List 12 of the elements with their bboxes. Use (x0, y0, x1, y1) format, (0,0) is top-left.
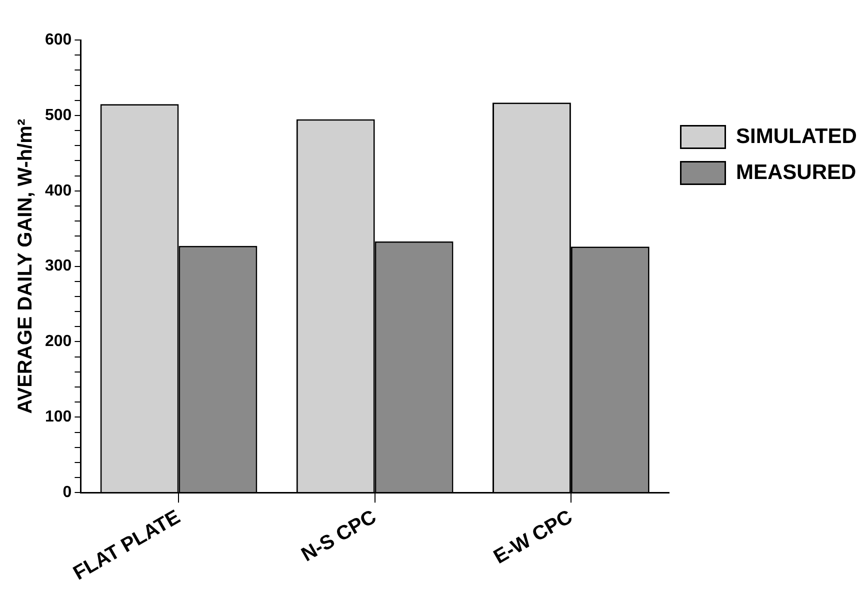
x-tick-label: E-W CPC (490, 506, 576, 568)
x-tick-label: N-S CPC (298, 506, 380, 566)
y-tick-label: 200 (44, 333, 72, 350)
legend-label: SIMULATED (736, 125, 857, 149)
y-tick-label: 0 (62, 484, 72, 502)
y-axis-title: AVERAGE DAILY GAIN, W-h/m² (14, 118, 37, 414)
y-tick-label: 400 (44, 182, 72, 200)
legend-label: MEASURED (736, 161, 856, 185)
y-tick-label: 300 (44, 258, 72, 275)
y-tick-label: 100 (44, 408, 72, 426)
y-tick-label: 600 (44, 31, 72, 48)
y-tick-label: 500 (44, 106, 72, 124)
